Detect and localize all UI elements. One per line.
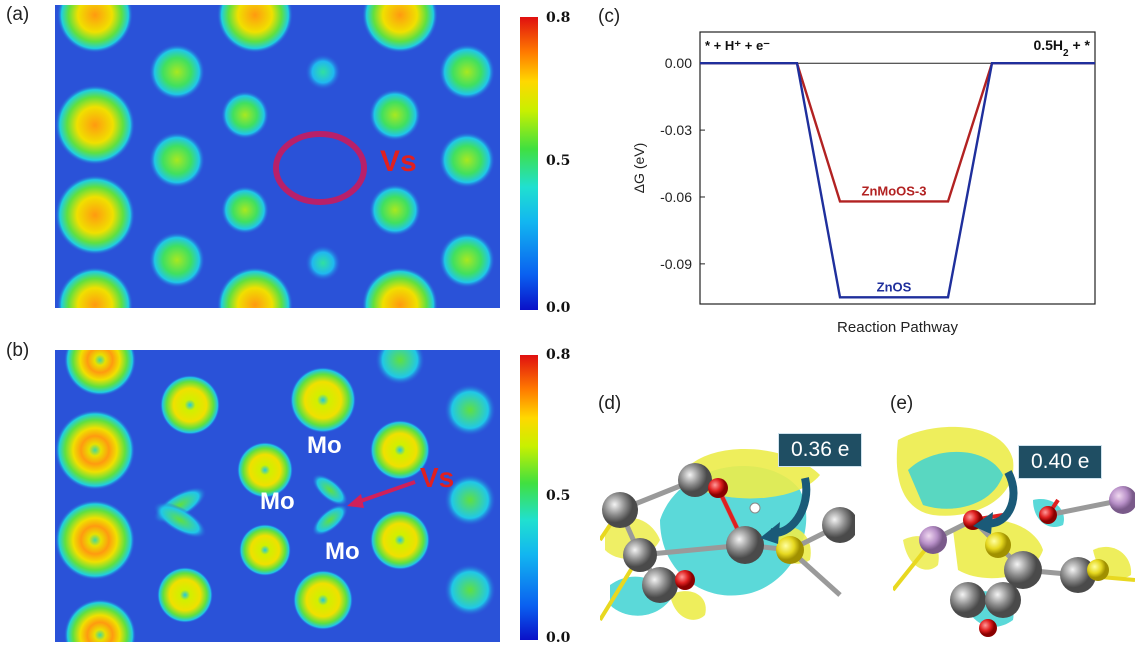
- end-label-sub: 2: [1063, 48, 1069, 59]
- vacancy-arrow-line: [354, 480, 416, 505]
- charge-density-map-b: Mo Mo Mo Vs: [55, 350, 500, 642]
- x-axis-label: Reaction Pathway: [837, 319, 958, 336]
- charge-transfer-structure-d: [600, 420, 855, 645]
- end-label-main: 0.5H: [1033, 37, 1063, 53]
- y-tick-label: 0.00: [665, 55, 692, 71]
- mo-label-2: Mo: [260, 488, 295, 515]
- series-label-znos: ZnOS: [877, 279, 912, 294]
- series-line-znmoos-3: [700, 62, 1095, 203]
- structure-e-graphic: [893, 426, 1135, 637]
- series-lines: ZnMoOS-3 ZnOS: [700, 62, 1095, 299]
- charge-transfer-structure-e: [893, 420, 1135, 645]
- colorbar-a-tick-mid: 0.5: [546, 153, 571, 169]
- mo-label-3: Mo: [325, 538, 360, 565]
- colorbar-a: [520, 17, 538, 310]
- y-tick-label: -0.09: [660, 256, 692, 272]
- structure-d-graphic: [600, 448, 855, 622]
- charge-density-map-b-graphic: [55, 350, 496, 642]
- vacancy-arrow-head: [347, 494, 364, 508]
- plot-frame: [699, 31, 1096, 305]
- state-label-start: * + H⁺ + e⁻: [705, 38, 770, 53]
- free-energy-chart: 0.00 -0.03 -0.06 -0.09 ZnMoOS-3 ZnOS ΔG (eV)…: [631, 31, 1096, 336]
- panel-label-a: (a): [6, 4, 30, 25]
- series-label-znmoos-3: ZnMoOS-3: [862, 183, 927, 198]
- colorbar-a-tick-min: 0.0: [546, 300, 571, 316]
- charge-transfer-badge-d: 0.36 e: [778, 433, 863, 467]
- colorbar-a-tick-max: 0.8: [546, 10, 571, 26]
- colorbar-b-tick-min: 0.0: [546, 630, 571, 646]
- panel-label-e: (e): [890, 393, 914, 414]
- atom-blobs-a: [55, 5, 495, 308]
- atom-blobs-b: [55, 350, 496, 642]
- y-axis: 0.00 -0.03 -0.06 -0.09: [660, 55, 705, 272]
- charge-density-map-a: Vs: [55, 5, 500, 308]
- end-label-tail: + *: [1069, 37, 1091, 53]
- vacancy-label-a: Vs: [380, 145, 417, 178]
- series-line-znos: [700, 62, 1095, 299]
- y-axis-label: ΔG (eV): [631, 143, 647, 194]
- charge-density-map-a-graphic: [55, 5, 495, 308]
- mo-label-1: Mo: [307, 432, 342, 459]
- colorbar-b: [520, 355, 538, 640]
- colorbar-b-tick-mid: 0.5: [546, 488, 571, 504]
- colorbar-b-tick-max: 0.8: [546, 347, 571, 363]
- vacancy-label-b: Vs: [420, 462, 455, 493]
- y-tick-label: -0.06: [660, 189, 692, 205]
- panel-label-b: (b): [6, 340, 30, 361]
- charge-transfer-badge-e: 0.40 e: [1018, 445, 1103, 479]
- panel-label-c: (c): [598, 6, 621, 27]
- panel-label-d: (d): [598, 393, 622, 414]
- vacancy-ellipse: [273, 131, 367, 205]
- state-label-end: 0.5H2 + *: [1033, 37, 1090, 59]
- y-tick-label: -0.03: [660, 122, 692, 138]
